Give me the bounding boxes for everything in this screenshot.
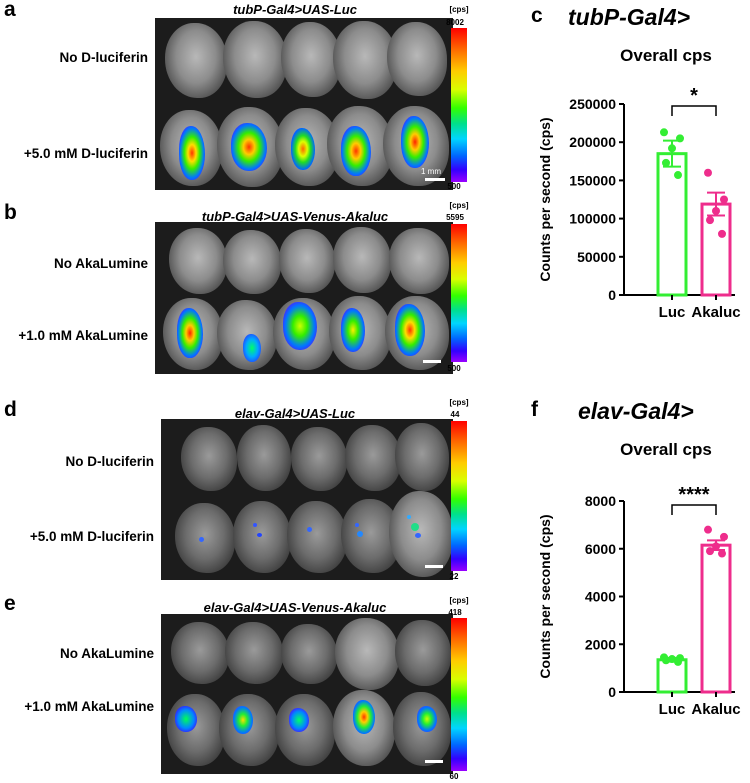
panel-b-row2-label: +1.0 mM AkaLumine <box>18 328 148 343</box>
y-tick-label: 4000 <box>585 589 616 605</box>
y-tick-label: 0 <box>608 287 616 303</box>
panel-e-colorbar-min: 60 <box>449 772 459 781</box>
bar-akaluc <box>700 543 732 694</box>
y-axis-label: Counts per second (cps) <box>537 117 553 281</box>
panel-letter-a: a <box>4 0 16 21</box>
panel-d-title: elav-Gal4>UAS-Luc <box>234 406 356 421</box>
panel-d-row1-label: No D-luciferin <box>65 454 154 469</box>
panel-a-colorbar-max: 8002 <box>446 18 464 27</box>
bar-luc <box>656 658 688 694</box>
panel-letter-b: b <box>4 201 17 224</box>
data-point <box>718 549 726 558</box>
chart-c-title: tubP-Gal4> <box>568 4 691 30</box>
scale-bar <box>425 760 443 763</box>
y-tick-label: 150000 <box>569 172 616 188</box>
chart-f-subtitle: Overall cps <box>620 440 712 459</box>
data-point <box>674 171 682 180</box>
chart-f-title: elav-Gal4> <box>578 398 694 424</box>
y-tick-label: 50000 <box>577 249 616 265</box>
panel-letter-c: c <box>531 4 543 27</box>
scale-bar <box>423 360 441 363</box>
panel-d-colorbar-min: 22 <box>449 572 459 581</box>
data-point <box>660 128 668 137</box>
data-point <box>662 158 670 167</box>
panel-b-colorbar <box>451 224 467 362</box>
panel-d-colorbar <box>451 421 467 571</box>
y-tick-label: 250000 <box>569 96 616 112</box>
y-tick-label: 200000 <box>569 134 616 150</box>
data-point <box>712 542 720 551</box>
panel-e-colorbar <box>451 618 467 771</box>
panel-b-colorbar-min: 500 <box>447 364 461 373</box>
panel-letter-d: d <box>4 398 17 421</box>
panel-a-colorbar-min: 500 <box>447 182 461 191</box>
y-tick-label: 100000 <box>569 211 616 227</box>
chart-c: 0 50000 100000 150000 200000 250000 Counts per… <box>537 85 741 321</box>
x-tick-label: Luc <box>659 304 686 321</box>
y-tick-label: 6000 <box>585 541 616 557</box>
y-tick-label: 8000 <box>585 493 616 509</box>
data-point <box>674 657 682 666</box>
x-tick-label: Akaluc <box>691 701 740 718</box>
data-point <box>668 144 676 153</box>
panel-a-row2-label: +5.0 mM D-luciferin <box>23 146 148 161</box>
panel-b-colorbar-max: 5595 <box>446 213 464 222</box>
panel-letter-f: f <box>531 398 538 421</box>
chart-c-subtitle: Overall cps <box>620 46 712 65</box>
chart-f: 0 2000 4000 6000 8000 Counts per second (cps)… <box>537 484 741 718</box>
data-point <box>676 134 684 143</box>
panel-e-row1-label: No AkaLumine <box>59 646 154 661</box>
panel-b-image <box>155 222 453 374</box>
panel-d-image <box>161 419 453 580</box>
panel-b-row1-label: No AkaLumine <box>53 256 148 271</box>
data-point <box>720 195 728 204</box>
panel-e-row2-label: +1.0 mM AkaLumine <box>24 699 154 714</box>
data-point <box>712 206 720 215</box>
data-point <box>720 532 728 541</box>
panel-e-colorbar-unit: [cps] <box>449 596 469 605</box>
panel-a-colorbar <box>451 28 467 182</box>
y-tick-label: 2000 <box>585 636 616 652</box>
panel-d-colorbar-max: 44 <box>450 410 460 419</box>
panel-a-colorbar-unit: [cps] <box>449 5 469 14</box>
panel-a-row1-label: No D-luciferin <box>59 50 148 65</box>
x-tick-label: Luc <box>659 701 686 718</box>
scale-bar <box>425 178 445 181</box>
scale-bar-label: 1 mm <box>421 167 441 176</box>
panel-letter-e: e <box>4 592 16 615</box>
panel-a-title: tubP-Gal4>UAS-Luc <box>233 2 357 17</box>
bar-akaluc <box>700 202 732 297</box>
data-point <box>706 216 714 225</box>
significance-stars: **** <box>678 484 709 506</box>
significance-bracket <box>671 105 717 116</box>
y-axis-label: Counts per second (cps) <box>537 514 553 678</box>
data-point <box>662 656 670 665</box>
panel-d-row2-label: +5.0 mM D-luciferin <box>29 529 154 544</box>
data-point <box>668 655 676 664</box>
panel-e-colorbar-max: 418 <box>448 608 462 617</box>
panel-e-title: elav-Gal4>UAS-Venus-Akaluc <box>203 600 387 615</box>
panel-e-image <box>161 614 453 774</box>
data-point <box>704 168 712 177</box>
data-point <box>704 525 712 534</box>
data-point <box>718 229 726 238</box>
panel-b-title: tubP-Gal4>UAS-Venus-Akaluc <box>201 209 389 224</box>
panel-b-colorbar-unit: [cps] <box>449 201 469 210</box>
x-tick-label: Akaluc <box>691 304 740 321</box>
panel-a-image: 1 mm <box>155 18 453 190</box>
significance-bracket <box>671 504 717 515</box>
panel-d-colorbar-unit: [cps] <box>449 398 469 407</box>
data-point <box>706 547 714 556</box>
significance-stars: * <box>690 85 698 107</box>
scale-bar <box>425 565 443 568</box>
y-tick-label: 0 <box>608 684 616 700</box>
